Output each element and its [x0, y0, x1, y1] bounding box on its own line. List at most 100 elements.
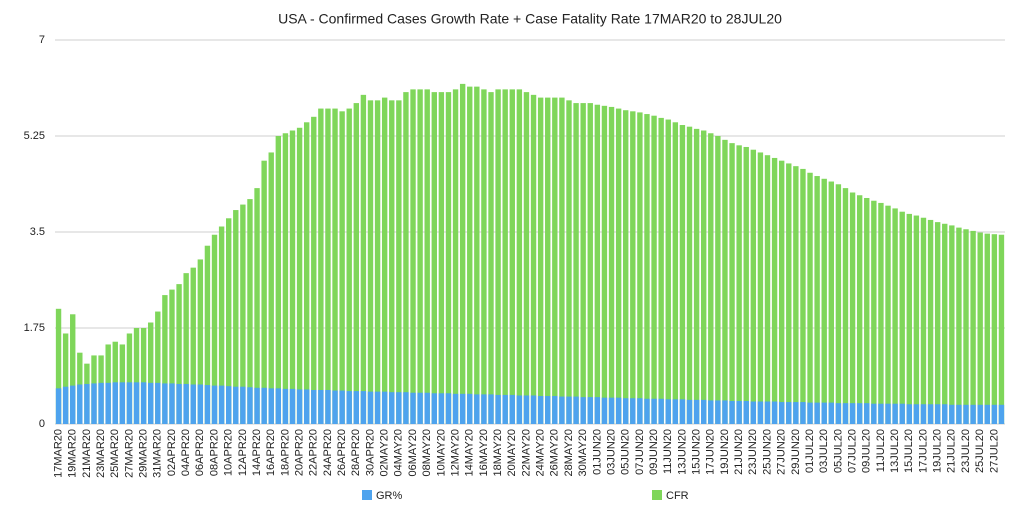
- bar: [658, 117, 664, 424]
- bar: [240, 204, 246, 424]
- bar: [545, 396, 551, 424]
- x-tick-label: 21MAR20: [81, 429, 93, 478]
- x-tick-label: 16APR20: [265, 429, 277, 476]
- bar: [481, 394, 487, 424]
- bar: [566, 100, 572, 424]
- bar: [452, 89, 459, 424]
- bar: [332, 108, 338, 425]
- bar: [715, 136, 721, 424]
- x-tick-label: 04APR20: [180, 429, 192, 476]
- bar: [580, 397, 586, 424]
- bar: [119, 382, 126, 424]
- bar: [155, 311, 161, 424]
- bar: [920, 404, 927, 424]
- x-tick-label: 23JUL20: [960, 429, 972, 473]
- bar: [148, 382, 154, 424]
- bar: [828, 181, 834, 424]
- bar: [750, 401, 757, 424]
- bar: [736, 145, 742, 424]
- bar: [459, 393, 466, 424]
- y-tick-label: 0: [39, 418, 45, 430]
- bar: [133, 382, 140, 424]
- bar: [608, 106, 615, 424]
- bar: [601, 105, 608, 424]
- bar: [864, 403, 870, 424]
- x-tick-label: 05JUN20: [620, 429, 632, 475]
- bar: [722, 139, 728, 424]
- x-tick-label: 12MAY20: [449, 429, 461, 477]
- x-tick-label: 25MAR20: [109, 429, 121, 478]
- bar: [140, 328, 147, 424]
- bar: [218, 385, 225, 424]
- x-tick-label: 10MAY20: [435, 429, 447, 477]
- bar: [537, 396, 544, 424]
- bar: [906, 213, 912, 424]
- x-tick-label: 31MAR20: [152, 429, 164, 478]
- bar: [459, 83, 466, 424]
- bar: [318, 108, 324, 425]
- bar: [793, 402, 799, 424]
- bar: [814, 402, 820, 424]
- bar: [651, 115, 657, 425]
- bar: [148, 322, 154, 424]
- legend-swatch: [362, 490, 372, 500]
- bar: [807, 402, 813, 424]
- bar: [275, 136, 282, 424]
- bar: [778, 160, 785, 424]
- x-tick-label: 22APR20: [308, 429, 320, 476]
- y-tick-label: 5.25: [24, 130, 45, 142]
- bar: [552, 97, 558, 424]
- x-tick-label: 30APR20: [364, 429, 376, 476]
- bar: [233, 386, 239, 424]
- bar: [190, 267, 196, 424]
- bar: [977, 232, 983, 424]
- bar: [55, 388, 62, 424]
- bar: [431, 92, 437, 424]
- bar: [559, 396, 565, 424]
- bar: [467, 86, 473, 424]
- bar: [920, 217, 927, 424]
- bar: [594, 397, 601, 424]
- bar: [346, 391, 352, 424]
- bar: [183, 273, 189, 424]
- bar: [906, 404, 912, 424]
- x-tick-label: 24MAY20: [535, 429, 547, 477]
- bar: [998, 234, 1005, 424]
- bar: [651, 398, 657, 424]
- x-tick-label: 20MAY20: [506, 429, 518, 477]
- bar: [140, 382, 147, 424]
- bar: [842, 403, 849, 424]
- bar: [963, 404, 969, 424]
- bar: [892, 208, 898, 424]
- bar: [693, 128, 700, 424]
- bar: [821, 402, 827, 424]
- x-tick-label: 27JUN20: [776, 429, 788, 475]
- bar: [190, 384, 196, 424]
- bar: [771, 401, 778, 424]
- bar: [70, 385, 76, 424]
- bar: [332, 390, 338, 424]
- bar: [133, 328, 140, 424]
- x-tick-label: 30MAY20: [577, 429, 589, 477]
- bar: [367, 391, 374, 424]
- bar: [856, 195, 863, 424]
- bar: [403, 92, 409, 424]
- y-tick-label: 1.75: [24, 322, 45, 334]
- bar: [318, 389, 324, 424]
- bar: [644, 114, 650, 425]
- bar: [339, 390, 345, 424]
- x-tick-label: 17JUL20: [917, 429, 929, 473]
- x-tick-label: 19JUN20: [719, 429, 731, 475]
- bar: [296, 389, 303, 424]
- bar: [410, 392, 416, 424]
- bar: [665, 119, 671, 425]
- bar: [417, 392, 423, 424]
- bar: [970, 404, 976, 424]
- bar: [417, 89, 423, 424]
- bar: [715, 400, 721, 424]
- bar: [495, 89, 501, 424]
- x-tick-label: 18APR20: [279, 429, 291, 476]
- bar: [381, 97, 388, 424]
- x-tick-label: 17MAR20: [52, 429, 64, 478]
- bar: [778, 402, 785, 424]
